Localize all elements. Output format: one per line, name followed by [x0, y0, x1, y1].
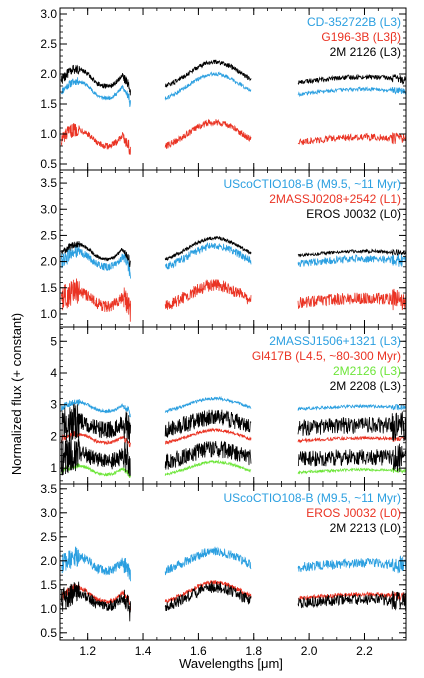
- y-tick-label: 2.0: [40, 67, 57, 81]
- series-line: [297, 443, 406, 473]
- y-tick-label: 1.0: [40, 602, 57, 616]
- y-tick-label: 0.5: [40, 157, 57, 171]
- series-line: [297, 403, 406, 411]
- y-tick-label: 1: [50, 461, 57, 475]
- y-tick-label: 1.5: [40, 281, 57, 295]
- x-axis-title: Wavelengths [μm]: [179, 656, 283, 671]
- legend-entry: 2M 2213 (L0): [330, 521, 401, 535]
- series-line: [61, 581, 131, 622]
- y-tick-label: 3.0: [40, 506, 57, 520]
- legend-entry: 2M2126 (L3): [333, 364, 401, 378]
- series-line: [164, 235, 252, 261]
- series-line: [61, 77, 131, 107]
- panels: 0.5 1.0 1.5 2.0 2.5 3.0 CD-352722B (L3)G196-3B…: [40, 7, 407, 658]
- series-line: [164, 546, 252, 576]
- y-tick-label: 2.0: [40, 554, 57, 568]
- legend-entry: UScoCTIO108-B (M9.5, ~11 Myr): [224, 177, 402, 191]
- series-line: [164, 409, 252, 438]
- series-line: [164, 118, 252, 149]
- legend-entry: EROS J0032 (L0): [306, 207, 401, 221]
- legend-entry: 2MASSJ1506+1321 (L3): [269, 334, 401, 348]
- panel-2: 1.0 1.5 2.0 2.5 3.0 3.5 UScoCTIO108-B (M9.5, ~…: [40, 169, 407, 328]
- series-line: [297, 590, 406, 612]
- series-line: [61, 403, 131, 445]
- panel-3: 1 2 3 4 5 2MASSJ1506+1321 (L3)Gl417B (L4.5, ~…: [50, 326, 407, 485]
- y-tick-label: 2.0: [40, 255, 57, 269]
- series-line: [61, 64, 131, 96]
- series-line: [297, 288, 406, 311]
- x-tick-label: 2.0: [301, 644, 318, 658]
- panel-2-spectra: [61, 235, 406, 322]
- series-line: [61, 546, 131, 582]
- legend-entry: 2M 2208 (L3): [330, 379, 401, 393]
- series-line: [165, 241, 252, 270]
- y-tick-label: 3: [50, 398, 57, 412]
- y-tick-label: 4: [50, 366, 57, 380]
- series-line: [164, 581, 252, 612]
- legend-entry: G196-3B (L3β): [321, 30, 401, 44]
- x-tick-label: 1.8: [245, 644, 262, 658]
- series-line: [164, 279, 252, 310]
- x-tick-label: 1.6: [190, 644, 207, 658]
- series-line: [164, 427, 252, 445]
- panel-4: 0.5 1.0 1.5 2.0 2.5 3.0 3.5 1.2 1.4 1.6 1.8 2.0 2.2 U…: [40, 482, 407, 658]
- y-tick-label: 1.5: [40, 97, 57, 111]
- series-line: [297, 253, 406, 268]
- y-axis-title: Normalized flux (+ constant): [9, 313, 24, 475]
- x-tick-label: 2.2: [356, 644, 373, 658]
- y-tick-label: 0.5: [40, 626, 57, 640]
- series-line: [297, 132, 406, 146]
- y-tick-label: 2.5: [40, 37, 57, 51]
- y-tick-label: 5: [50, 334, 57, 348]
- x-tick-label: 1.4: [135, 644, 152, 658]
- y-tick-label: 3.5: [40, 176, 57, 190]
- series-line: [297, 411, 406, 442]
- x-tick-label: 1.2: [79, 644, 96, 658]
- series-line: [164, 59, 252, 88]
- y-tick-label: 2.5: [40, 530, 57, 544]
- y-tick-label: 2: [50, 429, 57, 443]
- panel-frame: [59, 483, 407, 641]
- series-line: [297, 467, 406, 475]
- series-line: [164, 459, 252, 476]
- series-line: [61, 435, 131, 477]
- series-line: [297, 248, 406, 258]
- series-line: [164, 395, 252, 414]
- series-line: [297, 73, 406, 86]
- y-tick-label: 3.0: [40, 202, 57, 216]
- legend-entry: Gl417B (L4.5, ~80-300 Myr): [252, 349, 401, 363]
- y-tick-label: 2.5: [40, 228, 57, 242]
- legend-entry: UScoCTIO108-B (M9.5, ~11 Myr): [224, 491, 402, 505]
- legend-entry: EROS J0032 (L0): [306, 506, 401, 520]
- series-line: [297, 435, 406, 444]
- panel-1: 0.5 1.0 1.5 2.0 2.5 3.0 CD-352722B (L3)G196-3B…: [40, 7, 407, 171]
- y-tick-label: 1.0: [40, 127, 57, 141]
- y-tick-label: 3.0: [40, 7, 57, 21]
- series-line: [61, 244, 131, 279]
- y-tick-label: 3.5: [40, 482, 57, 496]
- y-tick-label: 1.5: [40, 578, 57, 592]
- series-line: [164, 71, 252, 101]
- series-line: [61, 278, 131, 322]
- panel-4-spectra: [61, 546, 406, 622]
- series-line: [297, 85, 406, 98]
- legend-entry: CD-352722B (L3): [307, 15, 401, 29]
- series-line: [297, 555, 406, 574]
- series-line: [61, 240, 131, 267]
- series-line: [164, 440, 252, 470]
- legend-entry: 2M 2126 (L3): [330, 45, 401, 59]
- legend-entry: 2MASSJ0208+2542 (L1): [269, 192, 401, 206]
- series-line: [297, 591, 406, 602]
- y-tick-label: 1.0: [40, 307, 57, 321]
- panel-3-spectra: [61, 395, 406, 479]
- series-line: [61, 399, 131, 418]
- panel-1-spectra: [61, 59, 406, 155]
- series-line: [61, 123, 131, 155]
